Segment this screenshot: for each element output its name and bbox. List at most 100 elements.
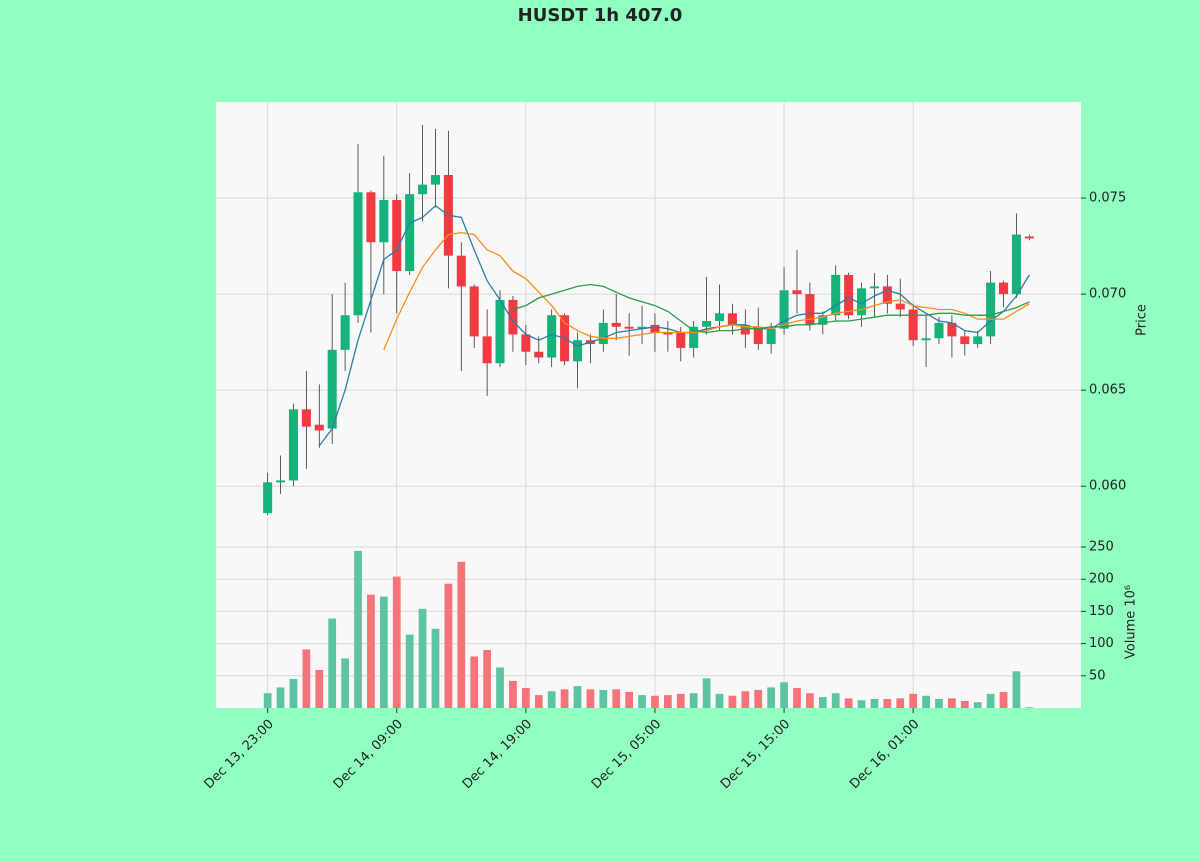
plot-area — [216, 102, 1081, 708]
candle-body — [353, 192, 363, 316]
volume-bar — [818, 697, 827, 708]
x-tick-label: Dec 14, 09:00 — [331, 717, 406, 792]
y-tick-label: 0.065 — [1089, 383, 1126, 398]
candle-body — [805, 294, 815, 325]
volume-bar — [960, 700, 969, 708]
volume-bar — [741, 691, 750, 708]
candle-body — [831, 274, 841, 316]
candle-body — [908, 309, 918, 341]
volume-bar — [444, 583, 453, 708]
candle-body — [572, 340, 583, 362]
volume-bar — [702, 678, 711, 708]
volume-bar — [909, 693, 918, 708]
x-tick-label: Dec 16, 01:00 — [847, 717, 922, 792]
volume-bar — [935, 698, 943, 708]
candle-body — [766, 328, 776, 345]
candle-body — [301, 409, 311, 427]
candle-body — [521, 334, 531, 352]
candle-body — [844, 274, 854, 316]
volume-bar — [625, 691, 634, 708]
candle-body — [469, 286, 479, 337]
volume-tick-label: 150 — [1089, 604, 1114, 619]
moving-average-line — [318, 204, 1030, 447]
volume-bar — [496, 667, 504, 708]
candle-body — [714, 313, 725, 321]
candle-body — [340, 315, 350, 350]
y-tick-label: 0.060 — [1089, 479, 1126, 494]
x-tick-label: Dec 13, 23:00 — [202, 717, 277, 792]
candle-body — [379, 199, 389, 243]
candle-body — [611, 322, 621, 327]
volume-bar — [547, 691, 556, 708]
volume-bar — [676, 693, 685, 708]
candle-body — [947, 322, 957, 337]
moving-average-line — [383, 231, 1030, 351]
candle-body — [869, 286, 879, 289]
volume-bar — [999, 691, 1008, 708]
volume-bar — [767, 687, 776, 708]
volume-bar — [470, 656, 479, 708]
candle-body — [999, 282, 1009, 295]
candle-body — [740, 324, 750, 335]
volume-bar — [521, 688, 530, 708]
volume-bar — [573, 686, 582, 708]
candle-body — [430, 175, 440, 185]
volume-tick-label: 100 — [1089, 636, 1114, 651]
volume-bar — [289, 679, 298, 708]
candle-body — [921, 338, 931, 341]
volume-bar — [831, 693, 840, 708]
candle-body — [405, 194, 415, 272]
volume-bar — [973, 702, 982, 708]
candle-body — [534, 351, 544, 358]
candle-body — [663, 332, 673, 335]
candle-body — [934, 322, 944, 339]
volume-bar — [1025, 707, 1034, 708]
volume-bar — [883, 698, 892, 708]
candle-body — [418, 184, 428, 195]
volume-bar — [689, 693, 698, 708]
volume-bar — [1012, 671, 1021, 708]
x-tick-label: Dec 15, 15:00 — [718, 717, 793, 792]
candle-body — [986, 282, 996, 337]
candle-body — [327, 349, 337, 429]
volume-bar — [367, 594, 375, 708]
candle-body — [818, 315, 828, 325]
volume-bar — [354, 550, 362, 708]
volume-bar — [379, 596, 388, 708]
volume-bar — [341, 658, 349, 708]
candle-body — [495, 299, 505, 364]
candle-body — [650, 324, 660, 333]
y-tick-label: 0.075 — [1089, 191, 1126, 206]
volume-tick-label: 200 — [1089, 572, 1114, 587]
volume-bar — [728, 695, 737, 708]
volume-bar — [715, 693, 724, 708]
volume-axis-label: Volume 10⁶ — [1124, 585, 1139, 659]
volume-bar — [302, 649, 311, 708]
volume-bar — [793, 688, 801, 708]
chart-title: HUSDT 1h 407.0 — [518, 5, 683, 26]
volume-bar — [263, 693, 272, 708]
candle-body — [689, 326, 699, 348]
candle-body — [624, 326, 634, 329]
candle-body — [366, 192, 376, 243]
volume-bar — [509, 680, 517, 708]
candle-body — [727, 313, 737, 325]
volume-bar — [922, 695, 930, 708]
candle-body — [637, 326, 647, 329]
volume-bar — [457, 561, 466, 708]
candle-body — [895, 303, 905, 310]
candle-body — [598, 322, 608, 345]
candle-body — [960, 336, 970, 345]
candle-body — [857, 288, 867, 316]
candle-body — [1024, 236, 1034, 239]
candle-body — [392, 199, 402, 272]
candle-body — [456, 255, 466, 287]
candle-body — [276, 480, 286, 483]
volume-bar — [948, 698, 956, 708]
volume-bar — [638, 695, 646, 708]
x-tick-label: Dec 14, 19:00 — [460, 717, 535, 792]
volume-bar — [586, 689, 595, 708]
volume-bar — [857, 700, 866, 708]
candle-body — [288, 409, 298, 481]
